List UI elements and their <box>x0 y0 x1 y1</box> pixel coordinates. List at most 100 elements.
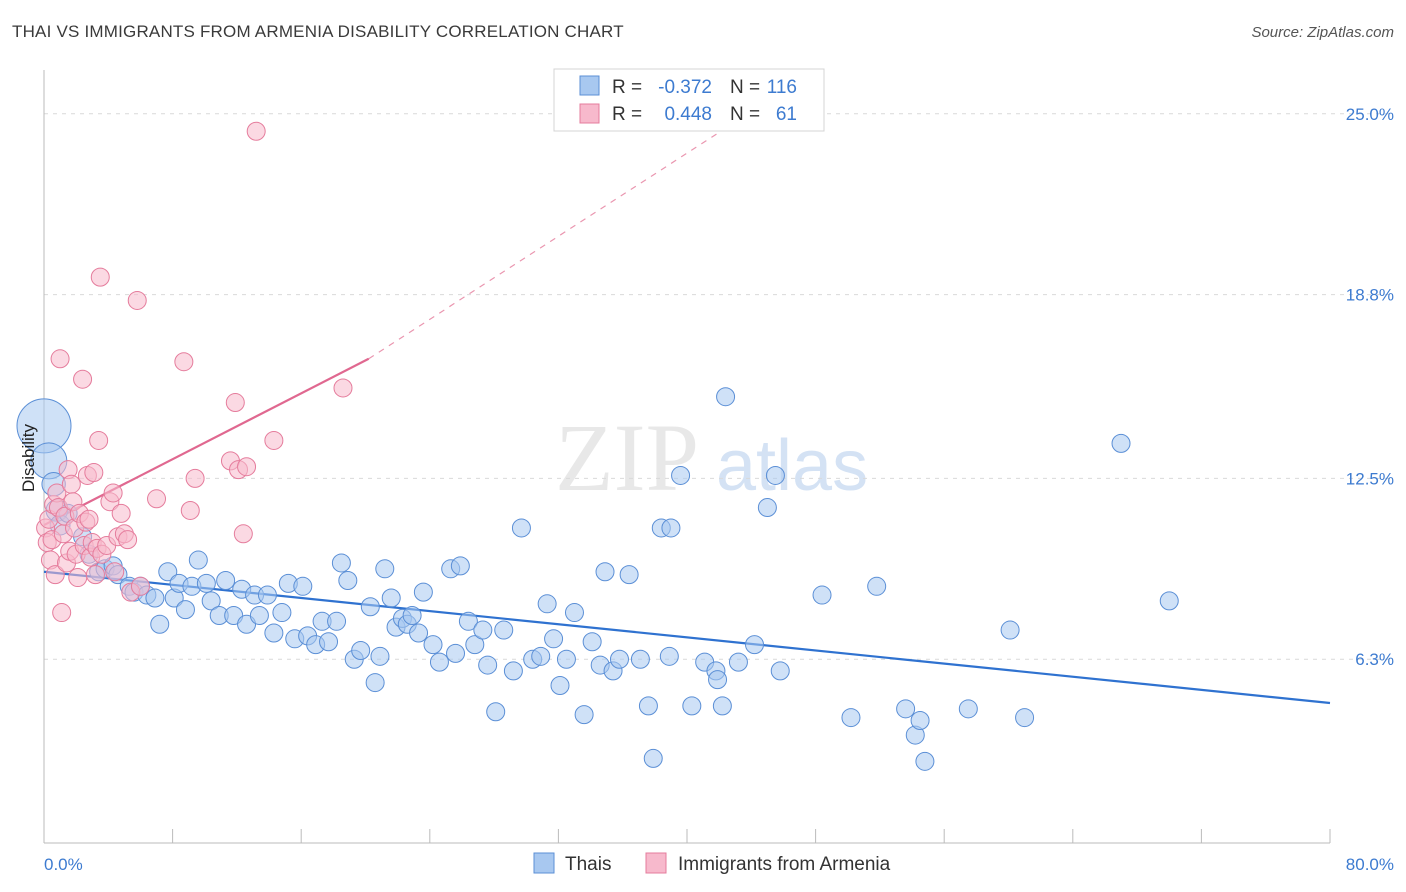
data-point-thais <box>360 597 380 617</box>
data-point-thais <box>201 591 221 611</box>
data-point-thais <box>264 623 284 643</box>
data-point-armenia <box>225 393 245 413</box>
data-point-thais <box>595 562 615 582</box>
data-point-armenia <box>174 352 194 372</box>
data-point-thais <box>630 649 650 669</box>
correlation-legend: R = -0.372 N = 116 R = 0.448 N = 61 <box>553 68 825 132</box>
data-point-thais <box>716 387 736 407</box>
data-point-armenia <box>79 509 99 529</box>
data-point-thais <box>175 600 195 620</box>
data-point-thais <box>370 646 390 666</box>
data-point-thais <box>638 696 658 716</box>
data-point-armenia <box>130 576 150 596</box>
data-point-thais <box>503 661 523 681</box>
data-point-thais <box>257 585 277 605</box>
data-point-thais <box>446 643 466 663</box>
data-point-thais <box>537 594 557 614</box>
data-point-thais <box>867 576 887 596</box>
legend-swatch-pink <box>579 103 600 124</box>
data-point-thais <box>331 553 351 573</box>
data-point-thais <box>365 673 385 693</box>
data-point-armenia <box>147 489 167 509</box>
y-tick-label: 18.8% <box>1346 286 1394 305</box>
data-point-armenia <box>237 457 257 477</box>
legend-label-thais: Thais <box>565 854 611 875</box>
watermark: ZIP atlas <box>555 404 868 511</box>
data-point-thais <box>812 585 832 605</box>
data-point-armenia <box>73 369 93 389</box>
data-point-thais <box>582 632 602 652</box>
y-tick-label: 6.3% <box>1355 650 1394 669</box>
data-point-thais <box>671 465 691 485</box>
watermark-atlas: atlas <box>716 426 868 506</box>
data-point-thais <box>351 640 371 660</box>
data-point-armenia <box>45 565 65 585</box>
data-point-thais <box>413 582 433 602</box>
data-point-armenia <box>233 524 253 544</box>
data-point-armenia <box>180 500 200 520</box>
data-point-armenia <box>118 530 138 550</box>
data-point-thais <box>682 696 702 716</box>
series-legend: Thais Immigrants from Armenia <box>533 852 891 875</box>
legend-r-value: -0.372 <box>658 77 712 98</box>
data-point-thais <box>458 611 478 631</box>
data-point-armenia <box>85 565 105 585</box>
data-point-thais <box>216 570 236 590</box>
data-point-armenia <box>333 378 353 398</box>
data-point-thais <box>196 573 216 593</box>
x-tick-label-right: 80.0% <box>1346 855 1394 874</box>
data-point-thais <box>910 710 930 730</box>
y-tick-labels: 6.3% 12.5% 18.8% 25.0% <box>1346 105 1394 669</box>
data-point-thais <box>712 696 732 716</box>
data-point-thais <box>728 652 748 672</box>
data-point-thais <box>1111 433 1131 453</box>
data-point-thais <box>327 611 347 631</box>
legend-swatch-blue <box>579 75 600 96</box>
legend-n-value: 61 <box>776 104 797 125</box>
chart-title: THAI VS IMMIGRANTS FROM ARMENIA DISABILI… <box>12 22 624 41</box>
legend-r-label: R = <box>612 104 642 125</box>
data-point-thais <box>473 620 493 640</box>
data-point-thais <box>402 605 422 625</box>
data-point-armenia <box>50 349 70 369</box>
data-point-thais <box>158 562 178 582</box>
trendline-armenia <box>43 357 370 527</box>
data-point-armenia <box>111 503 131 523</box>
data-point-thais <box>745 635 765 655</box>
data-point-thais <box>609 649 629 669</box>
data-point-thais <box>511 518 531 538</box>
source-credit: Source: ZipAtlas.com <box>1251 24 1394 41</box>
data-point-thais <box>550 675 570 695</box>
data-point-thais <box>659 646 679 666</box>
data-point-armenia <box>103 483 123 503</box>
x-tick-label-left: 0.0% <box>44 855 83 874</box>
data-point-armenia <box>264 430 284 450</box>
data-points <box>16 121 1179 771</box>
legend-label-armenia: Immigrants from Armenia <box>678 854 891 875</box>
data-point-thais <box>375 559 395 579</box>
data-point-thais <box>409 623 429 643</box>
legend-swatch-thais <box>533 852 555 874</box>
data-point-armenia <box>105 562 125 582</box>
data-point-thais <box>757 498 777 518</box>
trendline-armenia-extrapolated <box>368 98 771 360</box>
data-point-armenia <box>89 430 109 450</box>
data-point-armenia <box>246 121 266 141</box>
data-point-thais <box>643 748 663 768</box>
data-point-thais <box>145 588 165 608</box>
data-point-thais <box>293 576 313 596</box>
data-point-thais <box>896 699 916 719</box>
data-point-thais <box>574 705 594 725</box>
y-tick-label: 12.5% <box>1346 469 1394 488</box>
data-point-thais <box>765 465 785 485</box>
data-point-thais <box>423 635 443 655</box>
y-axis-title: Disability <box>19 423 38 492</box>
data-point-thais <box>465 635 485 655</box>
data-point-thais <box>381 588 401 608</box>
data-point-armenia <box>185 468 205 488</box>
legend-swatch-armenia <box>645 852 667 874</box>
legend-r-value: 0.448 <box>664 104 712 125</box>
data-point-thais <box>770 661 790 681</box>
data-point-thais <box>429 652 449 672</box>
data-point-armenia <box>127 290 147 310</box>
